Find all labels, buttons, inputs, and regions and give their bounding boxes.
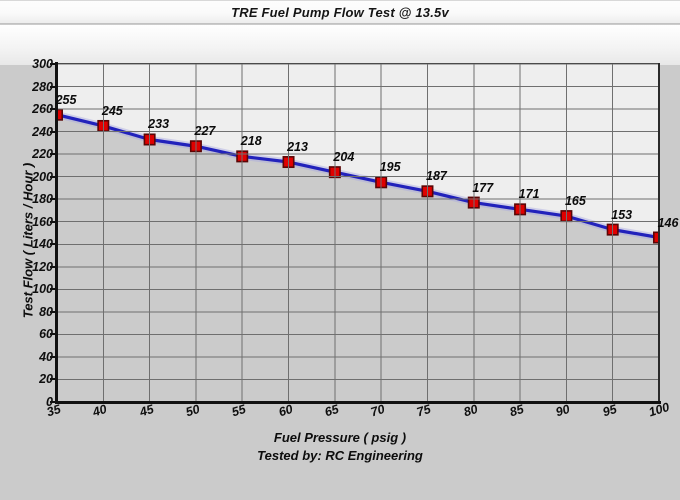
y-axis-tick-mark (50, 130, 56, 133)
data-point-label: 146 (657, 215, 679, 230)
y-axis-tick-mark (50, 175, 56, 178)
y-axis-tick: 300 (32, 57, 53, 71)
plot-border-right (658, 63, 660, 403)
y-axis-tick: 280 (32, 79, 53, 94)
data-point-label: 153 (611, 207, 633, 222)
x-axis-tick: 85 (508, 401, 526, 420)
y-axis-tick-mark (50, 265, 56, 268)
y-axis-tick: 160 (32, 214, 53, 229)
y-axis-tick-labels: 0 20 40 60 80 100 120 140 160 180 200 220 240 260 280 3… (0, 0, 53, 500)
gridlines (57, 64, 659, 402)
y-axis-tick: 260 (32, 102, 53, 117)
y-axis-tick-mark (50, 153, 56, 156)
x-axis-line (55, 401, 661, 404)
data-point-label: 165 (564, 194, 586, 209)
data-point-label: 195 (379, 160, 401, 175)
x-axis-tick: 75 (415, 401, 433, 420)
y-axis-tick-mark (50, 220, 56, 223)
y-axis-tick-mark (50, 310, 56, 313)
x-axis-tick: 80 (461, 401, 480, 420)
data-point-label: 171 (518, 187, 540, 202)
chart-title-bar: TRE Fuel Pump Flow Test @ 13.5v (0, 0, 680, 24)
y-axis-tick-mark (50, 243, 56, 246)
x-axis-title: Fuel Pressure ( psig ) (273, 430, 407, 445)
y-axis-tick-mark (50, 333, 56, 336)
x-axis-tick: 60 (276, 401, 294, 420)
plot-border-top (57, 63, 660, 64)
data-point-label: 227 (194, 124, 216, 139)
x-axis-tick: 40 (91, 401, 109, 420)
chart-credit: Tested by: RC Engineering (257, 448, 423, 463)
x-axis-tick: 90 (554, 401, 572, 420)
area-fill-above-line (57, 64, 659, 402)
data-point-label: 177 (472, 180, 494, 195)
y-axis-tick-mark (50, 198, 56, 201)
x-axis-tick: 35 (45, 401, 63, 420)
background-wash (0, 25, 680, 65)
plot-area (57, 64, 659, 402)
x-axis-tick: 70 (369, 401, 387, 420)
y-axis-tick: 100 (32, 282, 53, 297)
x-axis-tick: 65 (322, 401, 341, 420)
data-point-label: 213 (287, 140, 308, 155)
x-axis-title-block: Fuel Pressure ( psig ) Tested by: RC Eng… (0, 429, 680, 465)
y-axis-tick: 120 (32, 259, 53, 274)
data-point-label: 245 (101, 103, 123, 118)
y-axis-title: Test Flow ( Liters / Hour ) (20, 162, 36, 319)
y-axis-tick-mark (50, 85, 56, 88)
y-axis-tick-mark (50, 401, 56, 403)
y-axis-tick: 180 (32, 192, 53, 207)
y-axis-tick-mark (50, 63, 56, 65)
x-axis-tick: 50 (183, 401, 202, 420)
y-axis-tick: 60 (39, 327, 53, 342)
y-axis-tick: 80 (39, 304, 53, 319)
x-axis-tick: 95 (600, 401, 619, 420)
page-title: TRE Fuel Pump Flow Test @ 13.5v (231, 4, 449, 20)
y-axis-tick-mark (50, 288, 56, 291)
y-axis-line (55, 62, 58, 404)
data-point-label: 204 (333, 150, 355, 165)
data-point-label: 218 (240, 134, 262, 149)
y-axis-tick-mark (50, 355, 56, 358)
y-axis-tick: 200 (32, 169, 53, 184)
y-axis-tick: 140 (32, 237, 53, 252)
y-axis-tick: 220 (32, 147, 53, 162)
y-axis-tick-mark (50, 378, 56, 381)
y-axis-tick: 20 (39, 372, 53, 387)
y-axis-tick: 240 (32, 124, 53, 139)
y-axis-tick-mark (50, 108, 56, 111)
data-point-label: 187 (426, 169, 447, 184)
data-point-label: 233 (148, 117, 170, 132)
x-axis-tick: 55 (230, 401, 248, 420)
y-axis-tick: 40 (39, 349, 53, 364)
x-axis-tick: 45 (137, 401, 156, 420)
y-axis-tick: 0 (7, 395, 53, 409)
data-point-label: 255 (55, 92, 77, 107)
